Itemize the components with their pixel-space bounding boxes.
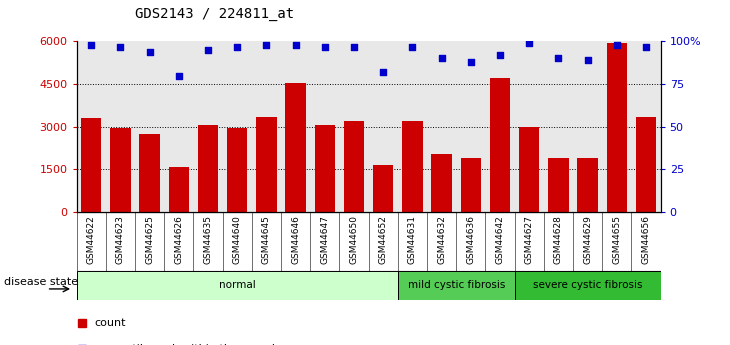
Point	[523, 40, 535, 46]
Bar	[607, 43, 627, 212]
Bar	[636, 117, 656, 212]
Text: GSM44635: GSM44635	[204, 215, 212, 264]
Text: GSM44655: GSM44655	[612, 215, 621, 264]
Text: GSM44642: GSM44642	[496, 215, 504, 264]
Text: severe cystic fibrosis: severe cystic fibrosis	[533, 280, 642, 290]
Bar	[81, 118, 101, 212]
Point	[261, 42, 272, 48]
Text: GSM44631: GSM44631	[408, 215, 417, 264]
Bar	[227, 128, 247, 212]
Point	[494, 52, 506, 58]
Point	[348, 44, 360, 49]
Bar	[431, 154, 452, 212]
Bar	[548, 158, 569, 212]
Point	[377, 69, 389, 75]
Point	[611, 42, 623, 48]
Text: GSM44647: GSM44647	[320, 215, 329, 264]
Point	[640, 44, 652, 49]
Bar	[402, 121, 423, 212]
Point	[231, 44, 243, 49]
Bar	[169, 167, 189, 212]
Text: GSM44626: GSM44626	[174, 215, 183, 264]
Text: GSM44627: GSM44627	[525, 215, 534, 264]
Text: mild cystic fibrosis: mild cystic fibrosis	[407, 280, 505, 290]
Bar	[398, 271, 515, 300]
Point	[407, 44, 418, 49]
Bar	[110, 128, 131, 212]
Text: GSM44629: GSM44629	[583, 215, 592, 264]
Point	[85, 42, 97, 48]
Text: GSM44652: GSM44652	[379, 215, 388, 264]
Bar	[490, 78, 510, 212]
Point	[202, 47, 214, 53]
Bar	[315, 125, 335, 212]
Point	[173, 73, 185, 78]
Bar	[519, 127, 539, 212]
Bar	[461, 158, 481, 212]
Text: GSM44645: GSM44645	[262, 215, 271, 264]
Text: GSM44628: GSM44628	[554, 215, 563, 264]
Text: normal: normal	[219, 280, 256, 290]
Point	[436, 56, 447, 61]
Text: GDS2143 / 224811_at: GDS2143 / 224811_at	[135, 7, 294, 21]
Bar	[577, 158, 598, 212]
Point	[290, 42, 301, 48]
Text: GSM44636: GSM44636	[466, 215, 475, 264]
Bar	[344, 121, 364, 212]
Point	[582, 57, 593, 63]
Text: GSM44625: GSM44625	[145, 215, 154, 264]
Bar	[256, 117, 277, 212]
Bar	[77, 271, 398, 300]
Point	[115, 44, 126, 49]
Text: GSM44656: GSM44656	[642, 215, 650, 264]
Text: GSM44650: GSM44650	[350, 215, 358, 264]
Text: GSM44623: GSM44623	[116, 215, 125, 264]
Text: count: count	[94, 318, 126, 328]
Point	[553, 56, 564, 61]
Text: disease state: disease state	[4, 277, 78, 287]
Text: percentile rank within the sample: percentile rank within the sample	[94, 344, 282, 345]
Point	[465, 59, 477, 65]
Text: GSM44646: GSM44646	[291, 215, 300, 264]
Bar	[198, 125, 218, 212]
Point	[144, 49, 155, 55]
Point	[319, 44, 331, 49]
Text: GSM44640: GSM44640	[233, 215, 242, 264]
Text: GSM44632: GSM44632	[437, 215, 446, 264]
Text: GSM44622: GSM44622	[87, 215, 96, 264]
Bar	[515, 271, 661, 300]
Bar	[373, 165, 393, 212]
Bar	[139, 134, 160, 212]
Bar	[285, 83, 306, 212]
